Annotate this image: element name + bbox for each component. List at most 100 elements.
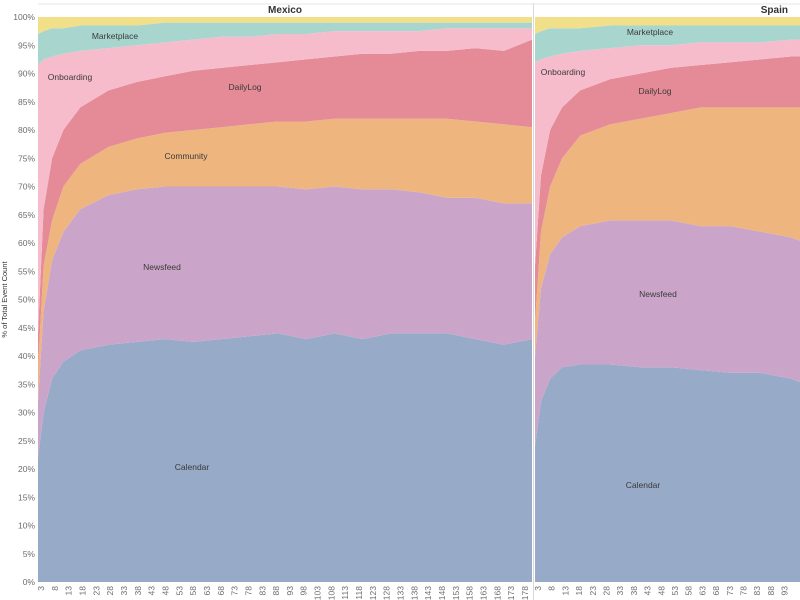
area-spain-dailylog	[535, 56, 800, 323]
y-tick-label-95: 95%	[18, 40, 35, 50]
y-tick-label-25: 25%	[18, 436, 35, 446]
y-axis-title: % of Total Event Count	[0, 261, 9, 338]
y-tick-label-35: 35%	[18, 379, 35, 389]
area-mexico-dailylog	[38, 39, 532, 368]
x-tick-label-mexico-23: 23	[91, 586, 101, 596]
x-tick-label-mexico-33: 33	[119, 586, 129, 596]
x-tick-label-spain-83: 83	[752, 586, 762, 596]
x-tick-label-spain-63: 63	[697, 586, 707, 596]
x-tick-label-spain-73: 73	[725, 586, 735, 596]
x-tick-label-spain-43: 43	[643, 586, 653, 596]
x-tick-label-spain-38: 38	[629, 586, 639, 596]
x-tick-label-mexico-13: 13	[64, 586, 74, 596]
x-tick-label-mexico-143: 143	[423, 586, 433, 600]
x-tick-label-mexico-68: 68	[216, 586, 226, 596]
y-tick-label-65: 65%	[18, 210, 35, 220]
x-tick-label-spain-88: 88	[766, 586, 776, 596]
y-tick-label-85: 85%	[18, 97, 35, 107]
x-tick-label-mexico-63: 63	[202, 586, 212, 596]
x-tick-label-mexico-118: 118	[354, 586, 364, 600]
x-tick-label-mexico-128: 128	[382, 586, 392, 600]
x-tick-label-spain-23: 23	[588, 586, 598, 596]
x-tick-label-mexico-38: 38	[133, 586, 143, 596]
x-tick-label-mexico-88: 88	[271, 586, 281, 596]
area-spain-onboarding	[535, 39, 800, 266]
x-tick-label-mexico-158: 158	[465, 586, 475, 600]
x-tick-label-spain-53: 53	[670, 586, 680, 596]
x-tick-label-mexico-73: 73	[230, 586, 240, 596]
y-tick-label-5: 5%	[23, 549, 36, 559]
x-tick-label-mexico-58: 58	[188, 586, 198, 596]
x-tick-label-spain-93: 93	[780, 586, 790, 596]
x-tick-label-mexico-98: 98	[299, 586, 309, 596]
x-tick-label-mexico-3: 3	[36, 586, 46, 591]
x-tick-label-mexico-108: 108	[326, 586, 336, 600]
panel-title-mexico: Mexico	[268, 5, 302, 16]
x-tick-label-mexico-163: 163	[479, 586, 489, 600]
series-label-spain-calendar: Calendar	[626, 480, 661, 490]
x-tick-label-spain-48: 48	[656, 586, 666, 596]
x-tick-label-mexico-78: 78	[243, 586, 253, 596]
y-tick-label-45: 45%	[18, 323, 35, 333]
area-mexico-marketplace	[38, 22, 532, 66]
x-tick-label-mexico-168: 168	[492, 586, 502, 600]
y-tick-label-0: 0%	[23, 577, 36, 587]
x-tick-label-mexico-153: 153	[451, 586, 461, 600]
x-tick-label-spain-8: 8	[547, 586, 557, 591]
area-spain-newsfeed	[535, 220, 800, 447]
series-label-mexico-marketplace: Marketplace	[92, 31, 139, 41]
x-tick-label-mexico-48: 48	[161, 586, 171, 596]
y-tick-label-15: 15%	[18, 492, 35, 502]
x-tick-label-mexico-138: 138	[409, 586, 419, 600]
series-label-spain-onboarding: Onboarding	[541, 67, 586, 77]
area-mexico-other	[38, 17, 532, 34]
area-spain-other	[535, 17, 800, 34]
y-tick-label-60: 60%	[18, 238, 35, 248]
y-tick-label-55: 55%	[18, 266, 35, 276]
area-mexico-community	[38, 118, 532, 402]
x-tick-label-mexico-53: 53	[174, 586, 184, 596]
x-tick-label-mexico-113: 113	[340, 586, 350, 600]
x-tick-label-mexico-28: 28	[105, 586, 115, 596]
series-label-mexico-dailylog: DailyLog	[228, 82, 261, 92]
y-tick-label-80: 80%	[18, 125, 35, 135]
series-label-spain-marketplace: Marketplace	[627, 27, 674, 37]
y-tick-label-90: 90%	[18, 69, 35, 79]
x-tick-label-mexico-123: 123	[368, 586, 378, 600]
x-tick-label-mexico-93: 93	[285, 586, 295, 596]
series-label-spain-newsfeed: Newsfeed	[639, 289, 677, 299]
y-tick-label-100: 100%	[13, 12, 35, 22]
y-tick-label-70: 70%	[18, 182, 35, 192]
x-tick-label-mexico-83: 83	[257, 586, 267, 596]
area-spain-community	[535, 107, 800, 356]
series-label-mexico-newsfeed: Newsfeed	[143, 262, 181, 272]
x-tick-label-spain-28: 28	[602, 586, 612, 596]
panel-title-spain: Spain	[761, 5, 788, 16]
y-tick-label-10: 10%	[18, 521, 35, 531]
x-tick-label-spain-18: 18	[574, 586, 584, 596]
y-tick-label-75: 75%	[18, 153, 35, 163]
y-tick-label-30: 30%	[18, 408, 35, 418]
x-tick-label-mexico-173: 173	[506, 586, 516, 600]
x-tick-label-mexico-18: 18	[78, 586, 88, 596]
x-tick-label-mexico-133: 133	[396, 586, 406, 600]
x-tick-label-mexico-178: 178	[520, 586, 530, 600]
area-mexico-newsfeed	[38, 186, 532, 458]
y-tick-label-40: 40%	[18, 351, 35, 361]
x-tick-label-spain-68: 68	[711, 586, 721, 596]
series-label-mexico-community: Community	[165, 151, 209, 161]
series-label-mexico-onboarding: Onboarding	[48, 72, 93, 82]
y-tick-label-20: 20%	[18, 464, 35, 474]
x-tick-label-mexico-148: 148	[437, 586, 447, 600]
area-mexico-calendar	[38, 333, 532, 582]
series-label-spain-dailylog: DailyLog	[638, 86, 671, 96]
area-spain-calendar	[535, 364, 800, 582]
x-tick-label-spain-33: 33	[615, 586, 625, 596]
area-spain-marketplace	[535, 25, 800, 63]
x-tick-label-spain-78: 78	[739, 586, 749, 596]
x-tick-label-spain-3: 3	[533, 586, 543, 591]
area-mexico-onboarding	[38, 28, 532, 334]
series-label-mexico-calendar: Calendar	[175, 462, 210, 472]
x-tick-label-spain-58: 58	[684, 586, 694, 596]
